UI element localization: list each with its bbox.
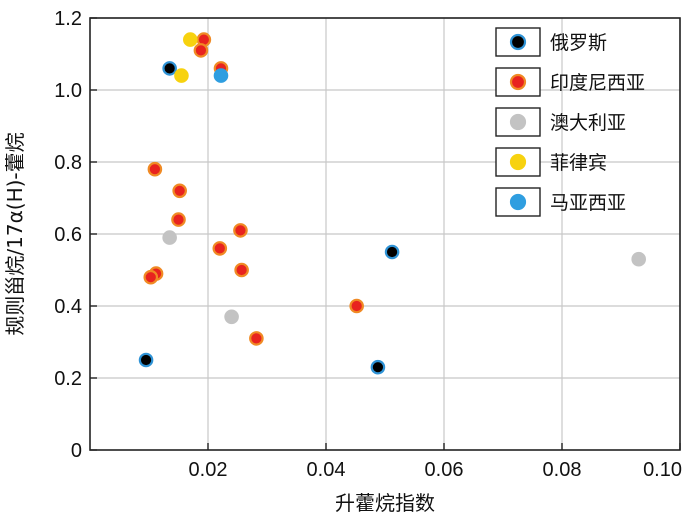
x-tick-label: 0.10 <box>643 459 682 481</box>
data-point-series-4 <box>213 68 229 83</box>
data-point-series-1 <box>249 331 264 346</box>
x-tick-label: 0.06 <box>425 459 464 481</box>
data-point-series-2 <box>631 251 646 267</box>
data-point-series-1 <box>147 161 163 177</box>
data-point-series-1 <box>143 269 159 285</box>
x-axis-label: 升藿烷指数 <box>335 491 435 515</box>
y-tick-label: 0.2 <box>54 368 82 390</box>
legend-marker <box>509 193 527 211</box>
y-axis-label: 规则甾烷/17α(H)-藿烷 <box>3 132 27 335</box>
legend-label: 印度尼西亚 <box>550 72 645 94</box>
data-point-series-1 <box>172 183 187 199</box>
legend-label: 菲律宾 <box>550 152 607 174</box>
data-point-series-2 <box>224 309 239 325</box>
data-point-series-3 <box>183 32 198 47</box>
legend-label: 俄罗斯 <box>550 32 607 54</box>
data-point-series-2 <box>162 230 177 245</box>
x-tick-label: 0.08 <box>543 459 582 481</box>
data-point-series-1 <box>171 212 186 227</box>
data-point-series-0 <box>162 61 177 76</box>
data-points <box>138 32 646 375</box>
legend-label: 马亚西亚 <box>550 192 626 214</box>
legend-marker <box>509 73 527 91</box>
x-tick-label: 0.04 <box>307 459 346 481</box>
data-point-series-1 <box>349 298 364 314</box>
legend-marker <box>509 33 527 51</box>
x-tick-label: 0.02 <box>189 459 228 481</box>
data-point-series-0 <box>370 359 386 375</box>
data-point-series-0 <box>384 244 400 260</box>
data-point-series-3 <box>174 68 189 83</box>
x-axis-ticks: 0.02 0.04 0.06 0.08 0.10 <box>189 443 682 481</box>
legend-marker <box>509 113 527 131</box>
y-tick-label: 0.4 <box>54 296 82 318</box>
data-point-series-1 <box>233 223 248 238</box>
y-tick-label: 0.6 <box>54 224 82 246</box>
data-point-series-0 <box>138 352 154 368</box>
y-tick-label: 0 <box>71 440 82 462</box>
data-point-series-1 <box>212 241 228 256</box>
y-tick-label: 1.0 <box>54 80 82 102</box>
data-point-series-1 <box>193 43 209 58</box>
y-tick-label: 0.8 <box>54 152 82 174</box>
y-axis-ticks: 0 0.2 0.4 0.6 0.8 1.0 1.2 <box>54 8 97 462</box>
data-point-series-1 <box>234 262 249 278</box>
y-tick-label: 1.2 <box>54 8 82 30</box>
legend-label: 澳大利亚 <box>550 112 626 134</box>
legend-marker <box>509 153 527 171</box>
